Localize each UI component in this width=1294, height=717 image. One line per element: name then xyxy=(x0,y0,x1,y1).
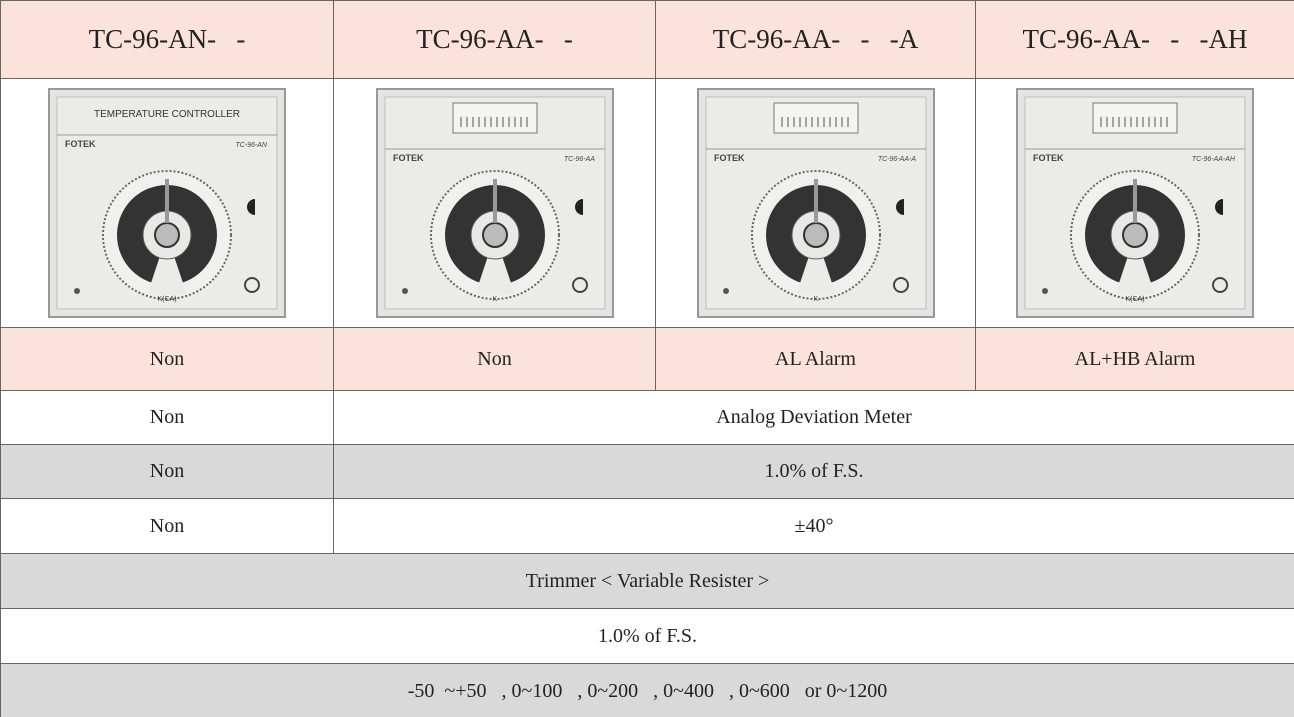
switch xyxy=(892,277,909,293)
alarm-row: Non Non AL Alarm AL+HB Alarm xyxy=(0,327,1294,391)
switch xyxy=(1212,277,1228,293)
indicator xyxy=(1215,199,1223,215)
cell: Non xyxy=(0,444,334,499)
range-row: Non ±40° xyxy=(0,498,1294,554)
cell: Trimmer < Variable Resister > xyxy=(0,553,1294,609)
image-row: TEMPERATURE CONTROLLER FOTEK TC-96-AN K(CA)… xyxy=(0,78,1294,328)
header-cell: TC-96-AN- - xyxy=(0,0,334,79)
cell: AL+HB Alarm xyxy=(975,327,1294,391)
meter xyxy=(1092,102,1178,134)
dial-gap xyxy=(1115,235,1155,295)
header-cell: TC-96-AA- - xyxy=(333,0,656,79)
device-image: FOTEK TC-96-AA-AH K(CA) xyxy=(1016,88,1254,318)
model: TC-96-AA-A xyxy=(877,156,915,163)
meter-row: Non Analog Deviation Meter xyxy=(0,390,1294,445)
meter xyxy=(773,102,858,134)
indicator xyxy=(895,199,904,215)
indicator xyxy=(247,199,255,215)
setting-accuracy-row: 1.0% of F.S. xyxy=(0,608,1294,664)
image-cell: FOTEK TC-96-AA-AH K(CA) xyxy=(975,78,1294,328)
led xyxy=(401,288,408,294)
accuracy-row: Non 1.0% of F.S. xyxy=(0,444,1294,499)
header-row: TC-96-AN- - TC-96-AA- - TC-96-AA- - -A T… xyxy=(0,0,1294,79)
device-image: FOTEK TC-96-AA K xyxy=(375,88,614,318)
device-image: TEMPERATURE CONTROLLER FOTEK TC-96-AN K(CA) xyxy=(48,88,286,318)
knob xyxy=(154,222,180,248)
cell: Analog Deviation Meter xyxy=(333,390,1294,445)
model: TC-96-AA xyxy=(563,156,594,163)
cell: ±40° xyxy=(333,498,1294,554)
cell: AL Alarm xyxy=(655,327,976,391)
dial-gap xyxy=(474,235,515,295)
cell: Non xyxy=(0,327,334,391)
model: TC-96-AN xyxy=(235,142,267,149)
header-cell: TC-96-AA- - -AH xyxy=(975,0,1294,79)
ranges-row: -50 ~+50 , 0~100 , 0~200 , 0~400 , 0~600… xyxy=(0,663,1294,717)
scale: K xyxy=(813,296,818,303)
image-cell: TEMPERATURE CONTROLLER FOTEK TC-96-AN K(CA) xyxy=(0,78,334,328)
cell: -50 ~+50 , 0~100 , 0~200 , 0~400 , 0~600… xyxy=(0,663,1294,717)
brand: FOTEK xyxy=(1033,153,1064,163)
cell: Non xyxy=(0,498,334,554)
knob xyxy=(802,222,829,248)
setting-row: Trimmer < Variable Resister > xyxy=(0,553,1294,609)
led xyxy=(722,288,729,294)
dial-gap xyxy=(795,235,836,295)
switch xyxy=(244,277,260,293)
scale: K(CA) xyxy=(157,296,176,303)
image-cell: FOTEK TC-96-AA-A K xyxy=(655,78,976,328)
brand: FOTEK xyxy=(65,139,96,149)
cell: Non xyxy=(333,327,656,391)
cell: Non xyxy=(0,390,334,445)
model: TC-96-AA-AH xyxy=(1192,156,1236,163)
knob xyxy=(1122,222,1148,248)
scale: K xyxy=(492,296,497,303)
image-cell: FOTEK TC-96-AA K xyxy=(333,78,656,328)
cell: 1.0% of F.S. xyxy=(333,444,1294,499)
led xyxy=(1042,288,1048,294)
device-title: TEMPERATURE CONTROLLER xyxy=(94,109,240,120)
knob xyxy=(481,222,508,248)
led xyxy=(74,288,80,294)
brand: FOTEK xyxy=(714,153,745,163)
scale: K(CA) xyxy=(1125,296,1144,303)
cell: 1.0% of F.S. xyxy=(0,608,1294,664)
indicator xyxy=(574,199,583,215)
switch xyxy=(571,277,588,293)
header-cell: TC-96-AA- - -A xyxy=(655,0,976,79)
brand: FOTEK xyxy=(393,153,424,163)
device-image: FOTEK TC-96-AA-A K xyxy=(696,88,935,318)
dial-gap xyxy=(147,235,187,295)
meter xyxy=(452,102,537,134)
